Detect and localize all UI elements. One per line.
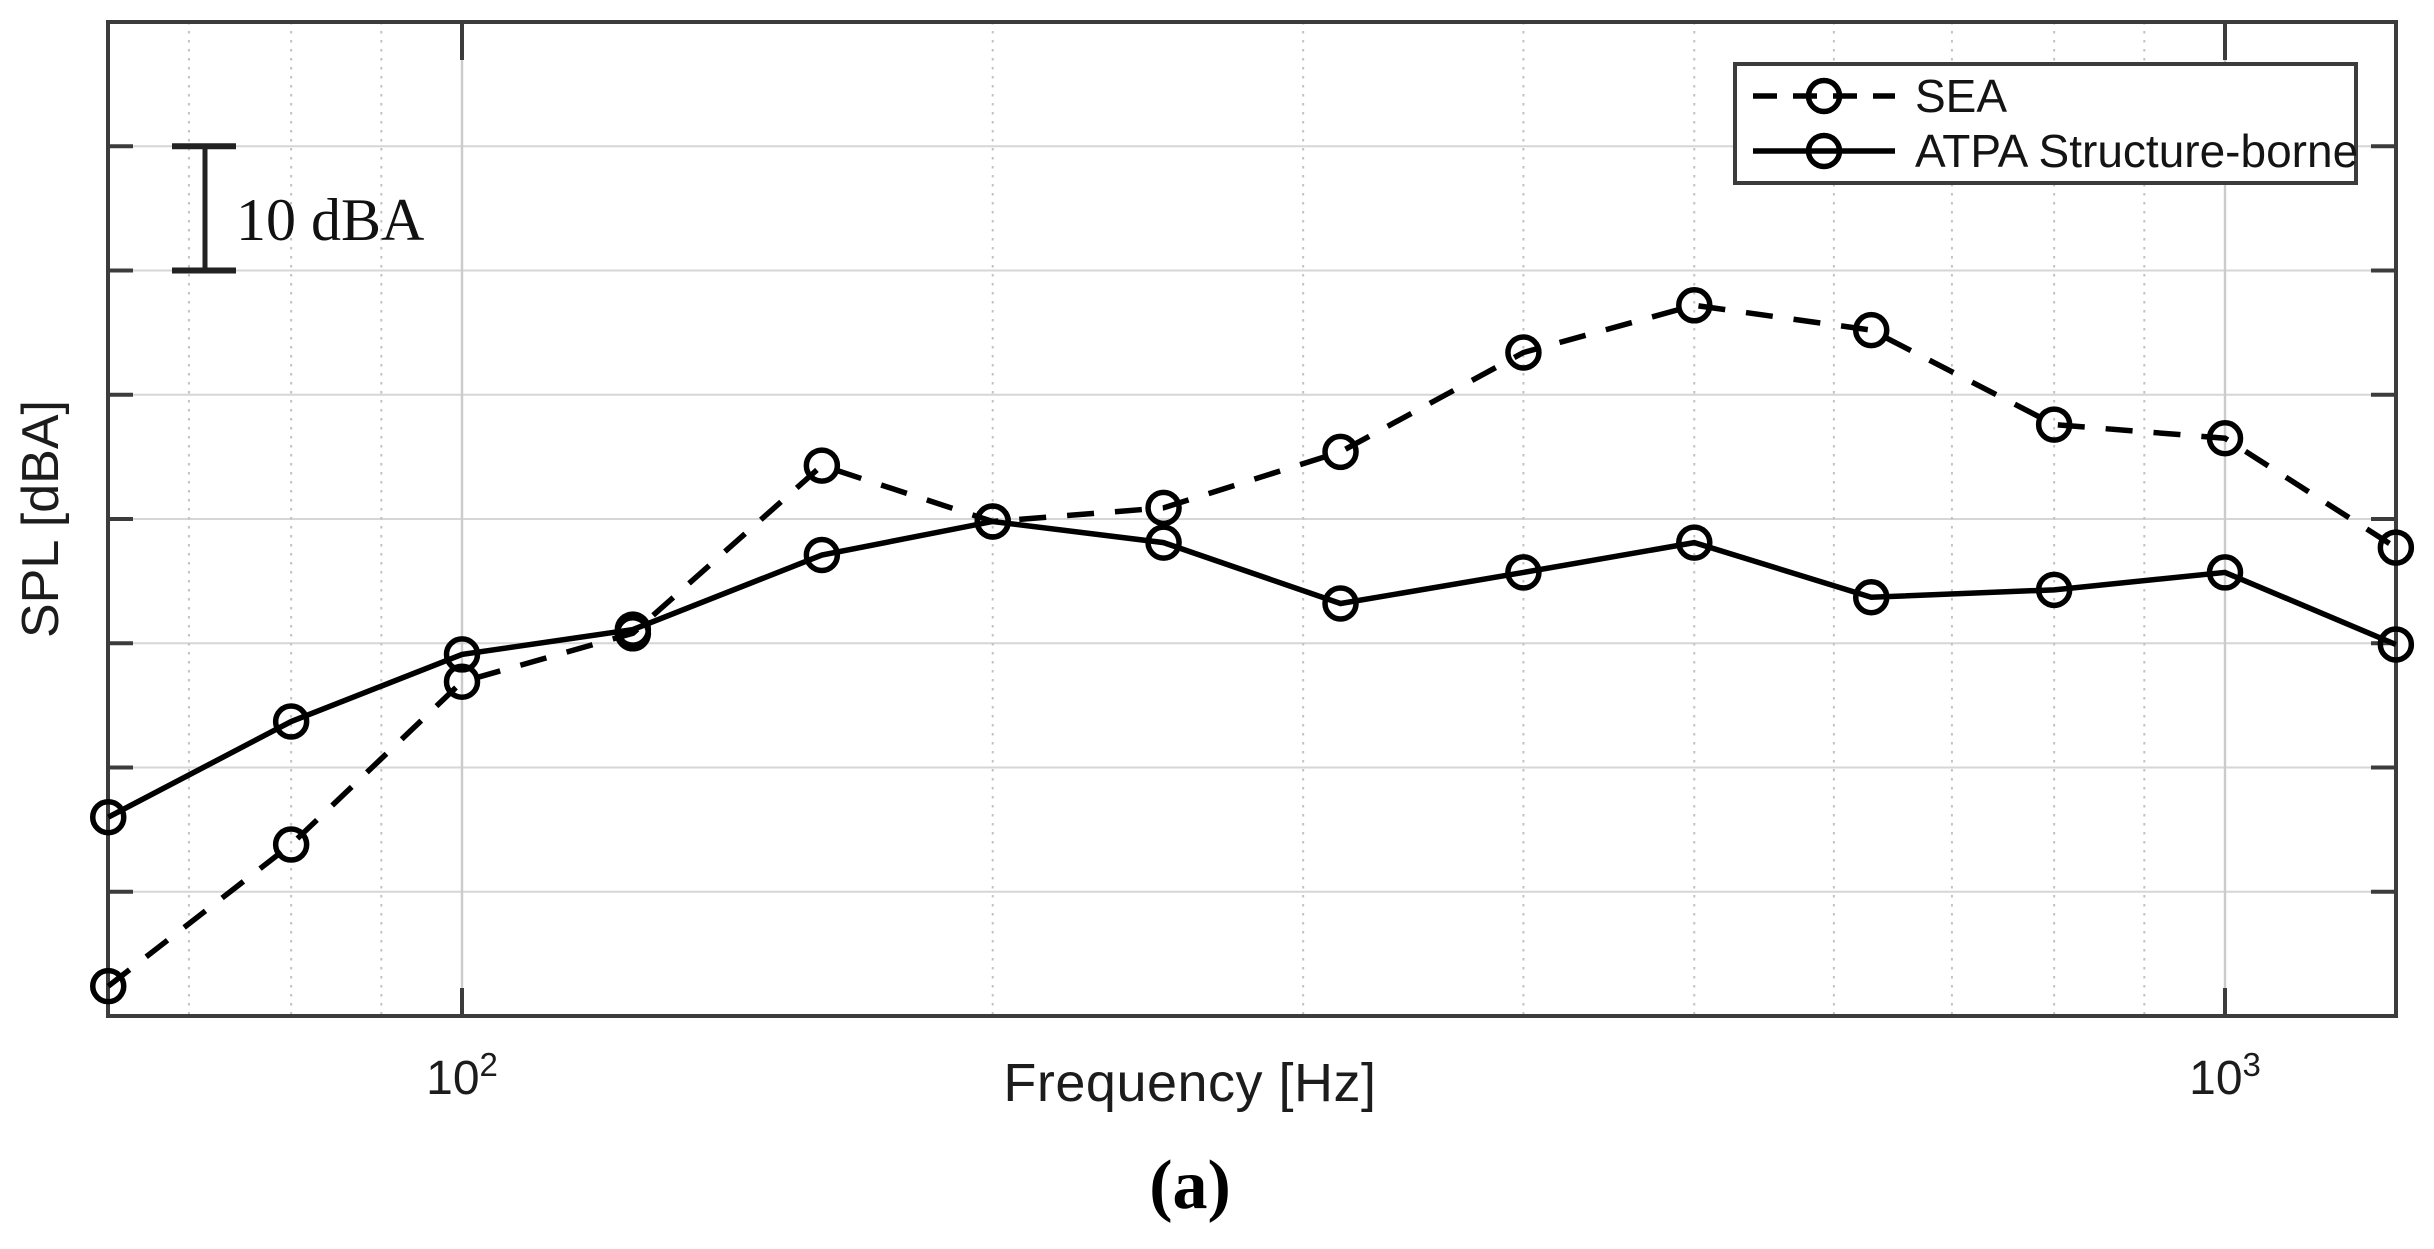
x-tick-1000-exponent: 3	[2242, 1046, 2261, 1083]
legend-item-sea: SEA	[1749, 70, 2354, 122]
x-tick-label-1000: 103	[2115, 1046, 2335, 1106]
x-axis-label: Frequency [Hz]	[1003, 1053, 1377, 1113]
solid-line-circle-marker-icon	[1753, 132, 1895, 170]
legend-item-atpa: ATPA Structure-borne	[1749, 125, 2358, 177]
x-tick-100-exponent: 2	[479, 1046, 498, 1083]
x-tick-100-base: 10	[426, 1052, 480, 1105]
x-tick-1000-base: 10	[2189, 1052, 2243, 1105]
y-axis-label: SPL [dBA]	[12, 400, 70, 638]
subfigure-caption: (a)	[1149, 1147, 1231, 1224]
scale-bar-label: 10 dBA	[236, 187, 425, 253]
dashed-line-circle-marker-icon	[1753, 77, 1895, 115]
legend-label-atpa: ATPA Structure-borne	[1915, 125, 2359, 177]
legend: SEA ATPA Structure-borne	[1733, 62, 2358, 185]
x-tick-label-100: 102	[352, 1046, 572, 1106]
legend-label-sea: SEA	[1915, 70, 2008, 122]
